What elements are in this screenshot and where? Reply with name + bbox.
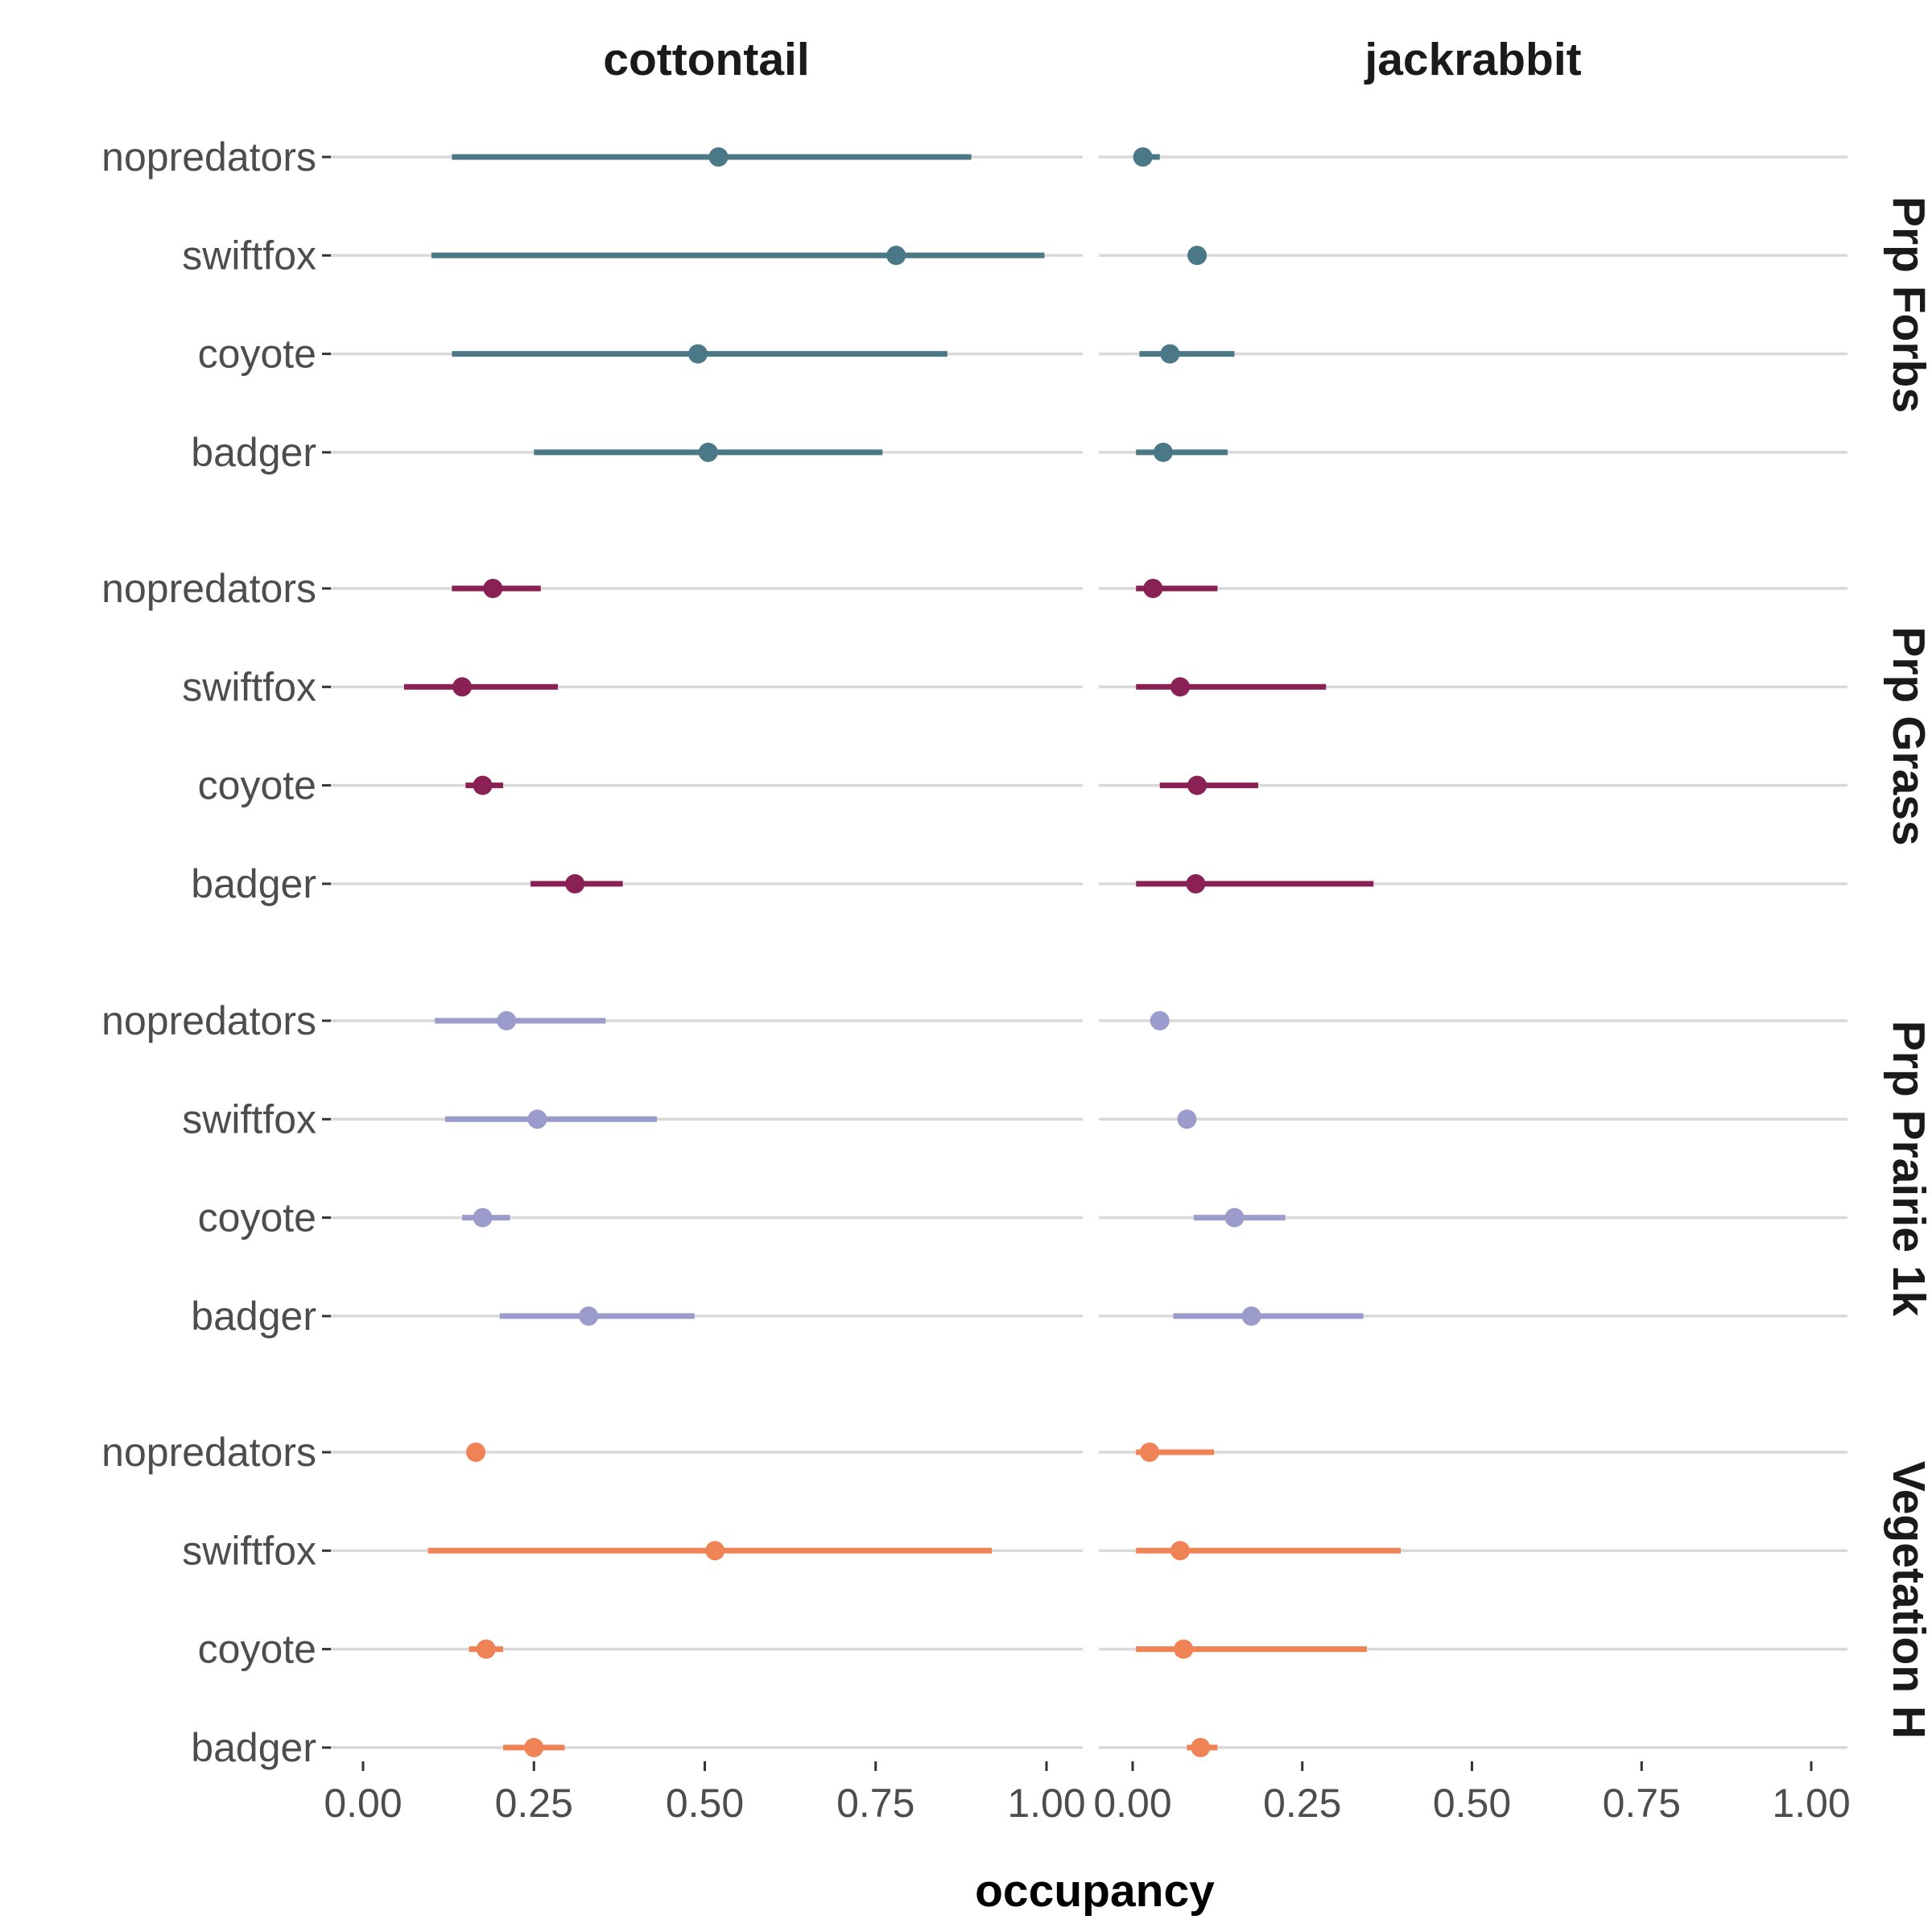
y-tick-label: swiftfox bbox=[182, 1096, 316, 1141]
estimate-point bbox=[579, 1306, 599, 1326]
x-tick-label: 0.50 bbox=[1433, 1781, 1511, 1826]
estimate-points bbox=[452, 147, 1261, 1757]
estimate-point bbox=[1170, 1541, 1191, 1561]
x-tick-label: 1.00 bbox=[1007, 1781, 1085, 1826]
estimate-point bbox=[466, 1443, 486, 1462]
estimate-point bbox=[1241, 1306, 1261, 1326]
column-title-cottontail: cottontail bbox=[603, 34, 809, 85]
y-tick-label: swiftfox bbox=[182, 233, 316, 278]
x-tick-label: 0.00 bbox=[324, 1781, 402, 1826]
estimate-point bbox=[527, 1109, 547, 1129]
y-tick-label: coyote bbox=[198, 1627, 316, 1672]
estimate-point bbox=[1177, 1109, 1197, 1129]
estimate-point bbox=[1187, 775, 1208, 795]
y-tick-label: badger bbox=[191, 1725, 316, 1770]
y-tick-label: nopredators bbox=[101, 134, 316, 180]
x-tick-label: 0.75 bbox=[1603, 1781, 1681, 1826]
estimate-point bbox=[1170, 677, 1191, 697]
x-tick-label: 0.25 bbox=[1263, 1781, 1341, 1826]
y-tick-label: nopredators bbox=[101, 1430, 316, 1475]
estimate-point bbox=[497, 1011, 517, 1030]
estimate-point bbox=[688, 344, 708, 364]
estimate-point bbox=[698, 442, 718, 462]
estimate-point bbox=[708, 147, 729, 167]
axis-ticks bbox=[322, 155, 1813, 1771]
estimate-point bbox=[473, 1208, 493, 1228]
y-tick-label: swiftfox bbox=[182, 1528, 316, 1573]
estimate-point bbox=[1187, 246, 1208, 266]
y-tick-label: badger bbox=[191, 861, 316, 906]
estimate-point bbox=[1143, 579, 1163, 598]
estimate-point bbox=[1186, 873, 1206, 894]
estimate-point bbox=[1191, 1737, 1211, 1757]
x-tick-label: 0.25 bbox=[495, 1781, 573, 1826]
row-strip-prp-grass: Prp Grass bbox=[1883, 626, 1932, 845]
y-tick-label: coyote bbox=[198, 1195, 316, 1241]
axis-labels: nopredators swiftfox coyote badger nopredato… bbox=[101, 134, 1851, 1826]
x-tick-label: 1.00 bbox=[1772, 1781, 1850, 1826]
y-tick-label: swiftfox bbox=[182, 664, 316, 709]
x-tick-label: 0.00 bbox=[1093, 1781, 1171, 1826]
gridlines bbox=[330, 155, 1847, 1749]
estimate-point bbox=[1224, 1208, 1245, 1228]
estimate-point bbox=[886, 246, 906, 266]
y-tick-label: badger bbox=[191, 1294, 316, 1339]
y-tick-label: nopredators bbox=[101, 566, 316, 611]
y-tick-label: coyote bbox=[198, 332, 316, 377]
estimate-point bbox=[565, 873, 585, 894]
y-tick-label: nopredators bbox=[101, 998, 316, 1043]
estimate-point bbox=[473, 775, 493, 795]
estimate-point bbox=[1153, 442, 1173, 462]
facet-strips: cottontail jackrabbit Prp Forbs Prp Grass Pr… bbox=[603, 34, 1932, 1739]
y-tick-label: coyote bbox=[198, 763, 316, 808]
estimate-point bbox=[1150, 1011, 1170, 1030]
estimate-point bbox=[1133, 147, 1153, 167]
estimate-point bbox=[483, 579, 503, 598]
estimate-point bbox=[452, 677, 473, 697]
estimate-point bbox=[1140, 1443, 1160, 1462]
estimate-point bbox=[1160, 344, 1180, 364]
estimate-point bbox=[1174, 1639, 1194, 1659]
y-tick-label: badger bbox=[191, 430, 316, 475]
estimate-point bbox=[524, 1737, 544, 1757]
x-tick-label: 0.50 bbox=[666, 1781, 744, 1826]
estimate-point bbox=[476, 1639, 496, 1659]
column-title-jackrabbit: jackrabbit bbox=[1364, 34, 1581, 85]
row-strip-vegetation-h: Vegetation H bbox=[1883, 1461, 1932, 1739]
x-axis-title: occupancy bbox=[975, 1865, 1215, 1917]
row-strip-prp-forbs: Prp Forbs bbox=[1883, 196, 1932, 413]
estimate-point bbox=[705, 1541, 725, 1561]
row-strip-prp-prairie-1k: Prp Prairie 1k bbox=[1883, 1021, 1932, 1317]
x-tick-label: 0.75 bbox=[836, 1781, 914, 1826]
interval-lines bbox=[403, 154, 1401, 1751]
